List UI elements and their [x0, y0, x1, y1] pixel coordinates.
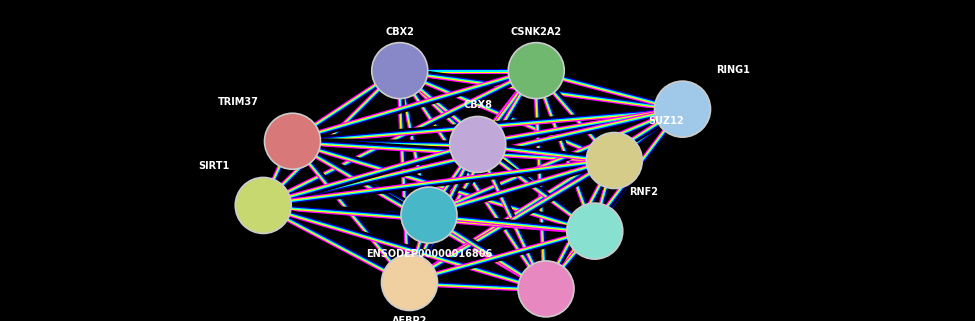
Text: SUZ12: SUZ12: [648, 117, 683, 126]
Circle shape: [508, 43, 565, 99]
Circle shape: [449, 117, 506, 172]
Circle shape: [566, 203, 623, 259]
Text: CBX2: CBX2: [385, 27, 414, 37]
Circle shape: [381, 255, 438, 310]
Text: RNF2: RNF2: [629, 187, 658, 197]
Circle shape: [235, 178, 292, 233]
Text: CBX8: CBX8: [463, 100, 492, 110]
Text: AEBP2: AEBP2: [392, 317, 427, 321]
Circle shape: [586, 133, 643, 188]
Circle shape: [518, 261, 574, 317]
Circle shape: [264, 113, 321, 169]
Text: SIRT1: SIRT1: [198, 161, 229, 171]
Circle shape: [654, 81, 711, 137]
Text: RING1: RING1: [717, 65, 751, 75]
Circle shape: [371, 43, 428, 99]
Circle shape: [401, 187, 457, 243]
Text: CSNK2A2: CSNK2A2: [511, 27, 562, 37]
Text: ENSODEP00000016806: ENSODEP00000016806: [366, 249, 492, 259]
Text: TRIM37: TRIM37: [217, 97, 258, 107]
